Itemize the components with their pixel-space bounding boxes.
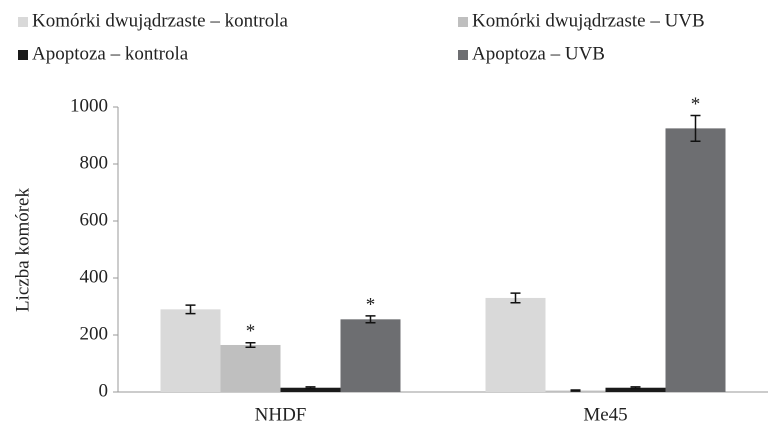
bar [665, 128, 726, 392]
legend-swatch [458, 50, 468, 60]
bar [340, 319, 401, 392]
legend-label: Apoptoza – UVB [472, 43, 605, 64]
x-tick-label: NHDF [255, 404, 307, 425]
significance-label: * [691, 94, 701, 115]
x-tick-label: Me45 [583, 404, 627, 425]
error-bar [245, 341, 256, 349]
y-axis-label: Liczba komórek [12, 188, 33, 312]
y-tick-label: 800 [80, 152, 109, 173]
error-bar [305, 386, 316, 390]
y-tick-label: 200 [80, 323, 109, 344]
error-bar [690, 114, 701, 142]
y-tick-label: 400 [80, 266, 109, 287]
significance-label: * [246, 321, 256, 342]
bar [605, 387, 666, 392]
error-bar [630, 386, 641, 390]
legend-swatch [18, 17, 28, 27]
legend-swatch [458, 17, 468, 27]
legend-label: Komórki dwujądrzaste – kontrola [32, 10, 288, 31]
legend-label: Apoptoza – kontrola [32, 43, 189, 64]
error-bar [510, 292, 521, 304]
legend-label: Komórki dwujądrzaste – UVB [472, 10, 705, 31]
bar [160, 309, 221, 392]
bar [485, 297, 546, 392]
legend-swatch [18, 50, 28, 60]
bar [220, 344, 281, 392]
y-tick-label: 600 [80, 209, 109, 230]
y-tick-label: 1000 [70, 95, 108, 116]
error-bar [365, 315, 376, 324]
error-bar [185, 304, 196, 315]
error-bar [570, 389, 581, 392]
bar [280, 387, 341, 392]
y-tick-label: 0 [99, 380, 109, 401]
significance-label: * [366, 294, 376, 315]
